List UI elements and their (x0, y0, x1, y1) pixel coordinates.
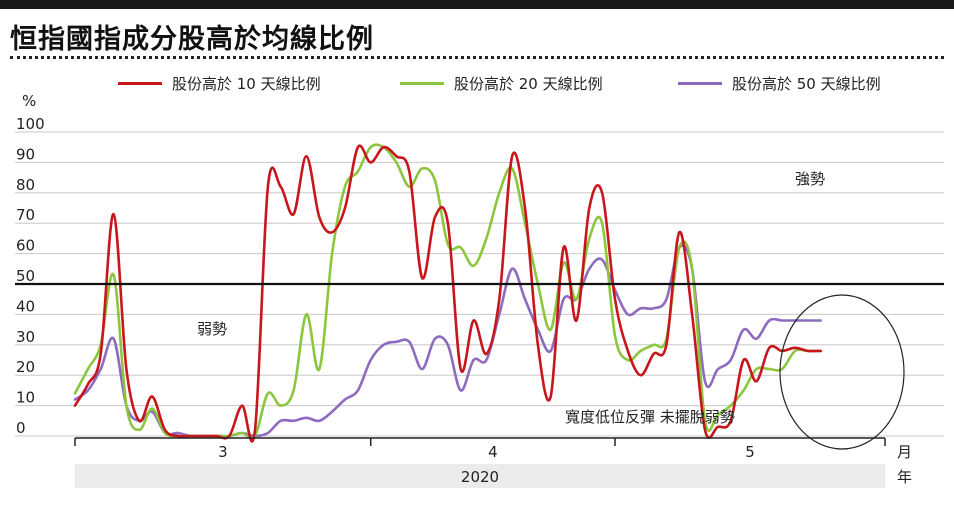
legend-swatch-10d (118, 81, 162, 85)
x-month-label: 3 (218, 443, 228, 461)
year-label: 2020 (461, 468, 499, 486)
annotation-rebound: 寬度低位反彈 未擺脫弱勢 (565, 408, 735, 426)
top-rule (0, 0, 954, 9)
series-line-10d (73, 144, 822, 443)
legend-swatch-20d (400, 81, 444, 85)
legend-item-20d: 股份高於 20 天線比例 (400, 68, 603, 98)
grid-lines (15, 131, 944, 437)
highlight-ellipse (779, 294, 905, 450)
page-title: 恒指國指成分股高於均線比例 (10, 24, 374, 55)
y-axis-unit: % (22, 92, 36, 110)
legend-swatch-50d (678, 81, 722, 85)
legend-item-10d: 股份高於 10 天線比例 (118, 68, 321, 98)
legend-item-50d: 股份高於 50 天線比例 (678, 68, 881, 98)
y-tick-label: 70 (16, 206, 35, 224)
y-tick-label: 60 (16, 237, 35, 255)
y-tick-label: 30 (16, 328, 35, 346)
chart-legend: 股份高於 10 天線比例 股份高於 20 天線比例 股份高於 50 天線比例 (0, 68, 954, 98)
x-month-labels: 3 4 5 (218, 443, 755, 461)
year-band (75, 464, 885, 488)
x-unit-label: 月 (897, 443, 912, 461)
y-tick-label: 100 (16, 115, 45, 133)
y-tick-label: 50 (16, 267, 35, 285)
dotted-divider (10, 56, 944, 59)
legend-label-20d: 股份高於 20 天線比例 (454, 74, 603, 93)
y-tick-label: 0 (16, 419, 26, 437)
series-line-20d (73, 143, 822, 440)
y-tick-label: 20 (16, 358, 35, 376)
annotation-strong: 強勢 (795, 170, 825, 188)
year-unit-label: 年 (897, 468, 912, 486)
legend-label-10d: 股份高於 10 天線比例 (172, 74, 321, 93)
y-tick-label: 40 (16, 297, 35, 315)
annotation-weak: 弱勢 (197, 320, 227, 338)
series-lines (73, 143, 822, 443)
legend-label-50d: 股份高於 50 天線比例 (732, 74, 881, 93)
x-tick-marks (74, 438, 886, 446)
y-tick-label: 80 (16, 176, 35, 194)
y-tick-label: 10 (16, 389, 35, 407)
x-month-label: 4 (488, 443, 498, 461)
y-tick-label: 90 (16, 145, 35, 163)
x-month-label: 5 (745, 443, 755, 461)
